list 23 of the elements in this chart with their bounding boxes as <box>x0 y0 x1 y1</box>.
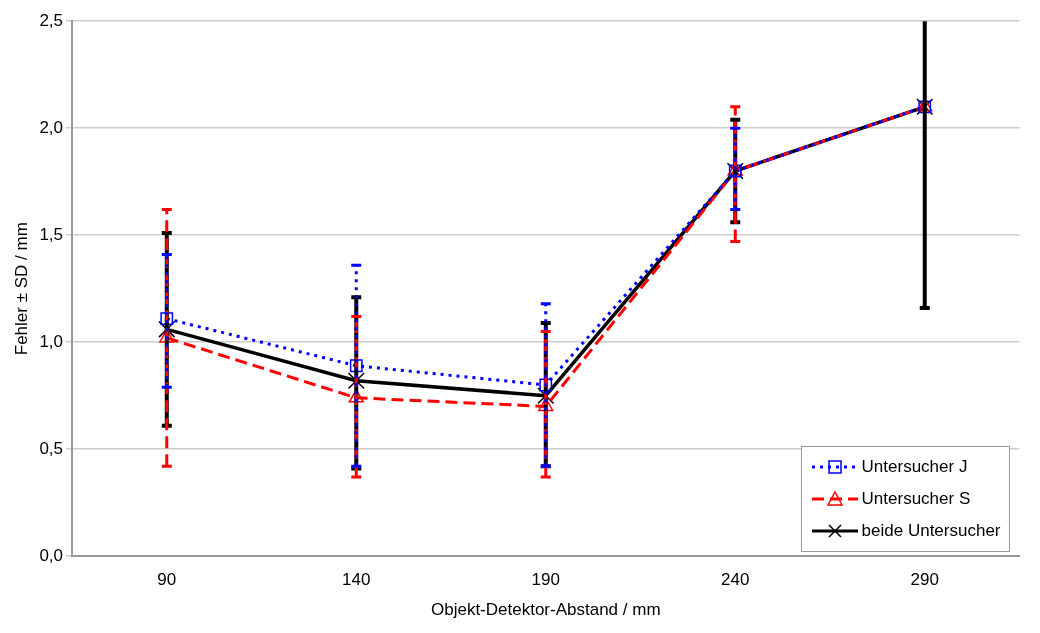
y-tick-label: 2,5 <box>39 10 64 30</box>
y-tick-label: 1,0 <box>39 331 64 351</box>
point <box>158 320 176 338</box>
x-tick-label: 140 <box>342 570 371 590</box>
point <box>539 378 553 392</box>
x-tick-label: 90 <box>157 570 177 590</box>
y-tick-label: 0,5 <box>39 438 64 458</box>
point <box>159 329 175 343</box>
legend-label: beide Untersucher <box>861 521 1001 542</box>
legend-label: Untersucher J <box>861 457 968 478</box>
x-axis-title: Objekt-Detektor-Abstand / mm <box>430 600 661 620</box>
legend-label: Untersucher S <box>861 489 971 510</box>
point <box>537 387 555 405</box>
point <box>349 359 363 373</box>
y-axis-title: Fehler ± SD / mm <box>11 222 31 356</box>
x-tick-label: 240 <box>721 570 750 590</box>
y-tick-label: 1,5 <box>39 224 64 244</box>
point <box>160 312 174 326</box>
y-tick-label: 2,0 <box>39 117 64 137</box>
x-tick-label: 190 <box>531 570 560 590</box>
point <box>347 372 365 390</box>
y-tick-label: 0,0 <box>39 545 64 565</box>
x-tick-label: 290 <box>910 570 939 590</box>
